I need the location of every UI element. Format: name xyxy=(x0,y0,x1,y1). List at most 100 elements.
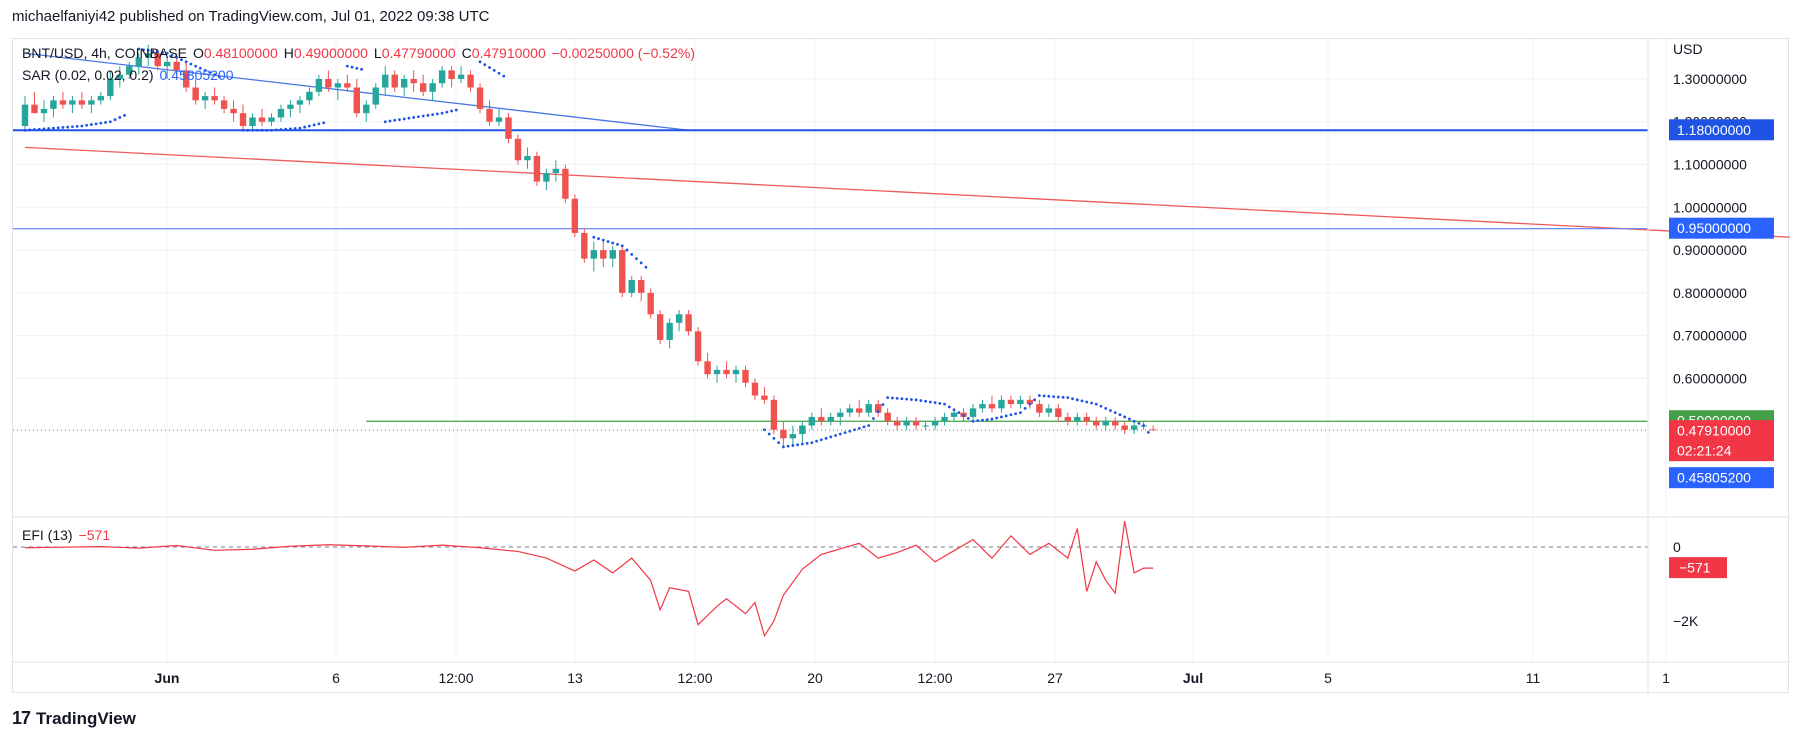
sar-dot xyxy=(900,397,904,401)
candle-body xyxy=(1130,425,1138,430)
tradingview-logo[interactable]: 17 TradingView xyxy=(12,708,136,729)
sar-dot xyxy=(891,396,894,400)
sar-dot xyxy=(180,58,183,62)
candle-body xyxy=(600,250,607,259)
candle-body xyxy=(363,104,370,114)
sar-dot xyxy=(985,418,989,422)
candle-body xyxy=(666,322,673,340)
price-label-text: 0.45805200 xyxy=(1677,470,1751,486)
sar-dot xyxy=(857,426,861,430)
sar-dot xyxy=(872,417,875,420)
sar-dot xyxy=(606,240,610,243)
sar-dot xyxy=(194,64,198,68)
close-label: C xyxy=(461,45,472,61)
sar-dot xyxy=(33,128,36,131)
sar-dot xyxy=(829,435,833,439)
sar-dots xyxy=(23,47,1150,449)
sar-dot xyxy=(981,418,984,422)
sar-dot xyxy=(824,436,828,440)
candle-body xyxy=(988,404,996,409)
candle-body xyxy=(1064,416,1071,422)
candle-body xyxy=(732,369,740,375)
price-label-box xyxy=(1669,440,1774,462)
candle-body xyxy=(334,83,342,88)
chart-canvas[interactable]: USD1.300000001.200000001.100000001.00000… xyxy=(13,39,1790,694)
time-axis[interactable]: Jun 6 12:00 13 12:00 20 12:00 27 Jul 5 11 1 xyxy=(155,670,1671,686)
candle-body xyxy=(638,280,645,293)
sar-dot xyxy=(146,49,150,52)
candle-body xyxy=(694,331,702,362)
candle-body xyxy=(685,314,692,332)
candle-body xyxy=(1102,421,1109,426)
sar-dot xyxy=(47,127,51,130)
candle-body xyxy=(552,168,560,174)
sar-dot xyxy=(175,56,179,59)
sar-dot xyxy=(293,127,297,130)
sar-dot xyxy=(421,114,425,118)
candle-body xyxy=(609,250,616,259)
sar-dot xyxy=(635,257,638,261)
sar-dot xyxy=(61,126,65,129)
candle-body xyxy=(258,117,266,122)
sar-dot xyxy=(123,113,126,117)
efi-axis[interactable]: 0 −2K xyxy=(1673,539,1699,629)
price-label-box xyxy=(1669,217,1774,239)
sar-dot xyxy=(198,66,202,70)
candle-body xyxy=(173,61,180,71)
sar-dot xyxy=(990,417,994,421)
candle-body xyxy=(656,314,664,340)
drawn-lines[interactable] xyxy=(13,52,1790,548)
candle-body xyxy=(505,117,512,139)
sar-dot xyxy=(151,49,155,53)
candle-body xyxy=(277,108,285,118)
candle-body xyxy=(69,100,76,105)
sar-dot xyxy=(810,441,814,445)
candle-body xyxy=(1017,399,1024,405)
sar-dot xyxy=(312,123,316,127)
sar-dot xyxy=(241,128,245,132)
sar-dot xyxy=(644,265,648,269)
candle-body xyxy=(1121,425,1128,430)
efi-label[interactable]: EFI (13) xyxy=(22,527,73,543)
candle-body xyxy=(789,434,797,439)
candle-body xyxy=(1055,408,1062,417)
sar-dot xyxy=(213,73,217,77)
sar-dot xyxy=(1109,409,1112,412)
sar-dot xyxy=(1080,399,1084,403)
sar-label[interactable]: SAR (0.02, 0.02, 0.2) xyxy=(22,67,154,83)
sar-dot xyxy=(1090,401,1093,405)
sar-dot xyxy=(85,123,89,127)
efi-tick-label: −2K xyxy=(1673,613,1699,629)
sar-dot xyxy=(246,128,250,132)
sar-dot xyxy=(407,116,411,120)
candle-body xyxy=(704,361,711,375)
sar-dot xyxy=(450,109,453,113)
candle-body xyxy=(391,74,398,88)
candle-body xyxy=(145,53,152,58)
sar-dot xyxy=(1118,413,1122,417)
sar-dot xyxy=(1033,398,1037,402)
time-tick-label: 20 xyxy=(807,670,823,686)
candle-body xyxy=(21,104,29,127)
candle-body xyxy=(382,74,389,88)
candle-body xyxy=(808,416,816,426)
sar-dot xyxy=(1052,395,1055,399)
sar-dot xyxy=(42,127,46,131)
sar-dot xyxy=(867,424,871,427)
candle-body xyxy=(846,408,853,413)
sar-dot xyxy=(800,442,804,446)
price-label-text: 02:21:24 xyxy=(1677,443,1732,459)
legend-symbol[interactable]: BNT/USD, 4h, COINBASE xyxy=(22,45,187,61)
low-value: 0.47790000 xyxy=(381,45,456,61)
candle-body xyxy=(476,87,484,109)
candle-body xyxy=(126,66,133,75)
time-tick-label: 5 xyxy=(1324,670,1332,686)
candle-body xyxy=(164,61,171,67)
sar-dot xyxy=(786,444,790,448)
sar-dot xyxy=(308,124,311,128)
candle-body xyxy=(950,412,958,417)
candle-body xyxy=(239,113,247,127)
candle-body xyxy=(979,404,986,409)
price-axis[interactable]: USD1.300000001.200000001.100000001.00000… xyxy=(1673,41,1747,386)
chart-frame[interactable]: USD1.300000001.200000001.100000001.00000… xyxy=(12,38,1790,694)
